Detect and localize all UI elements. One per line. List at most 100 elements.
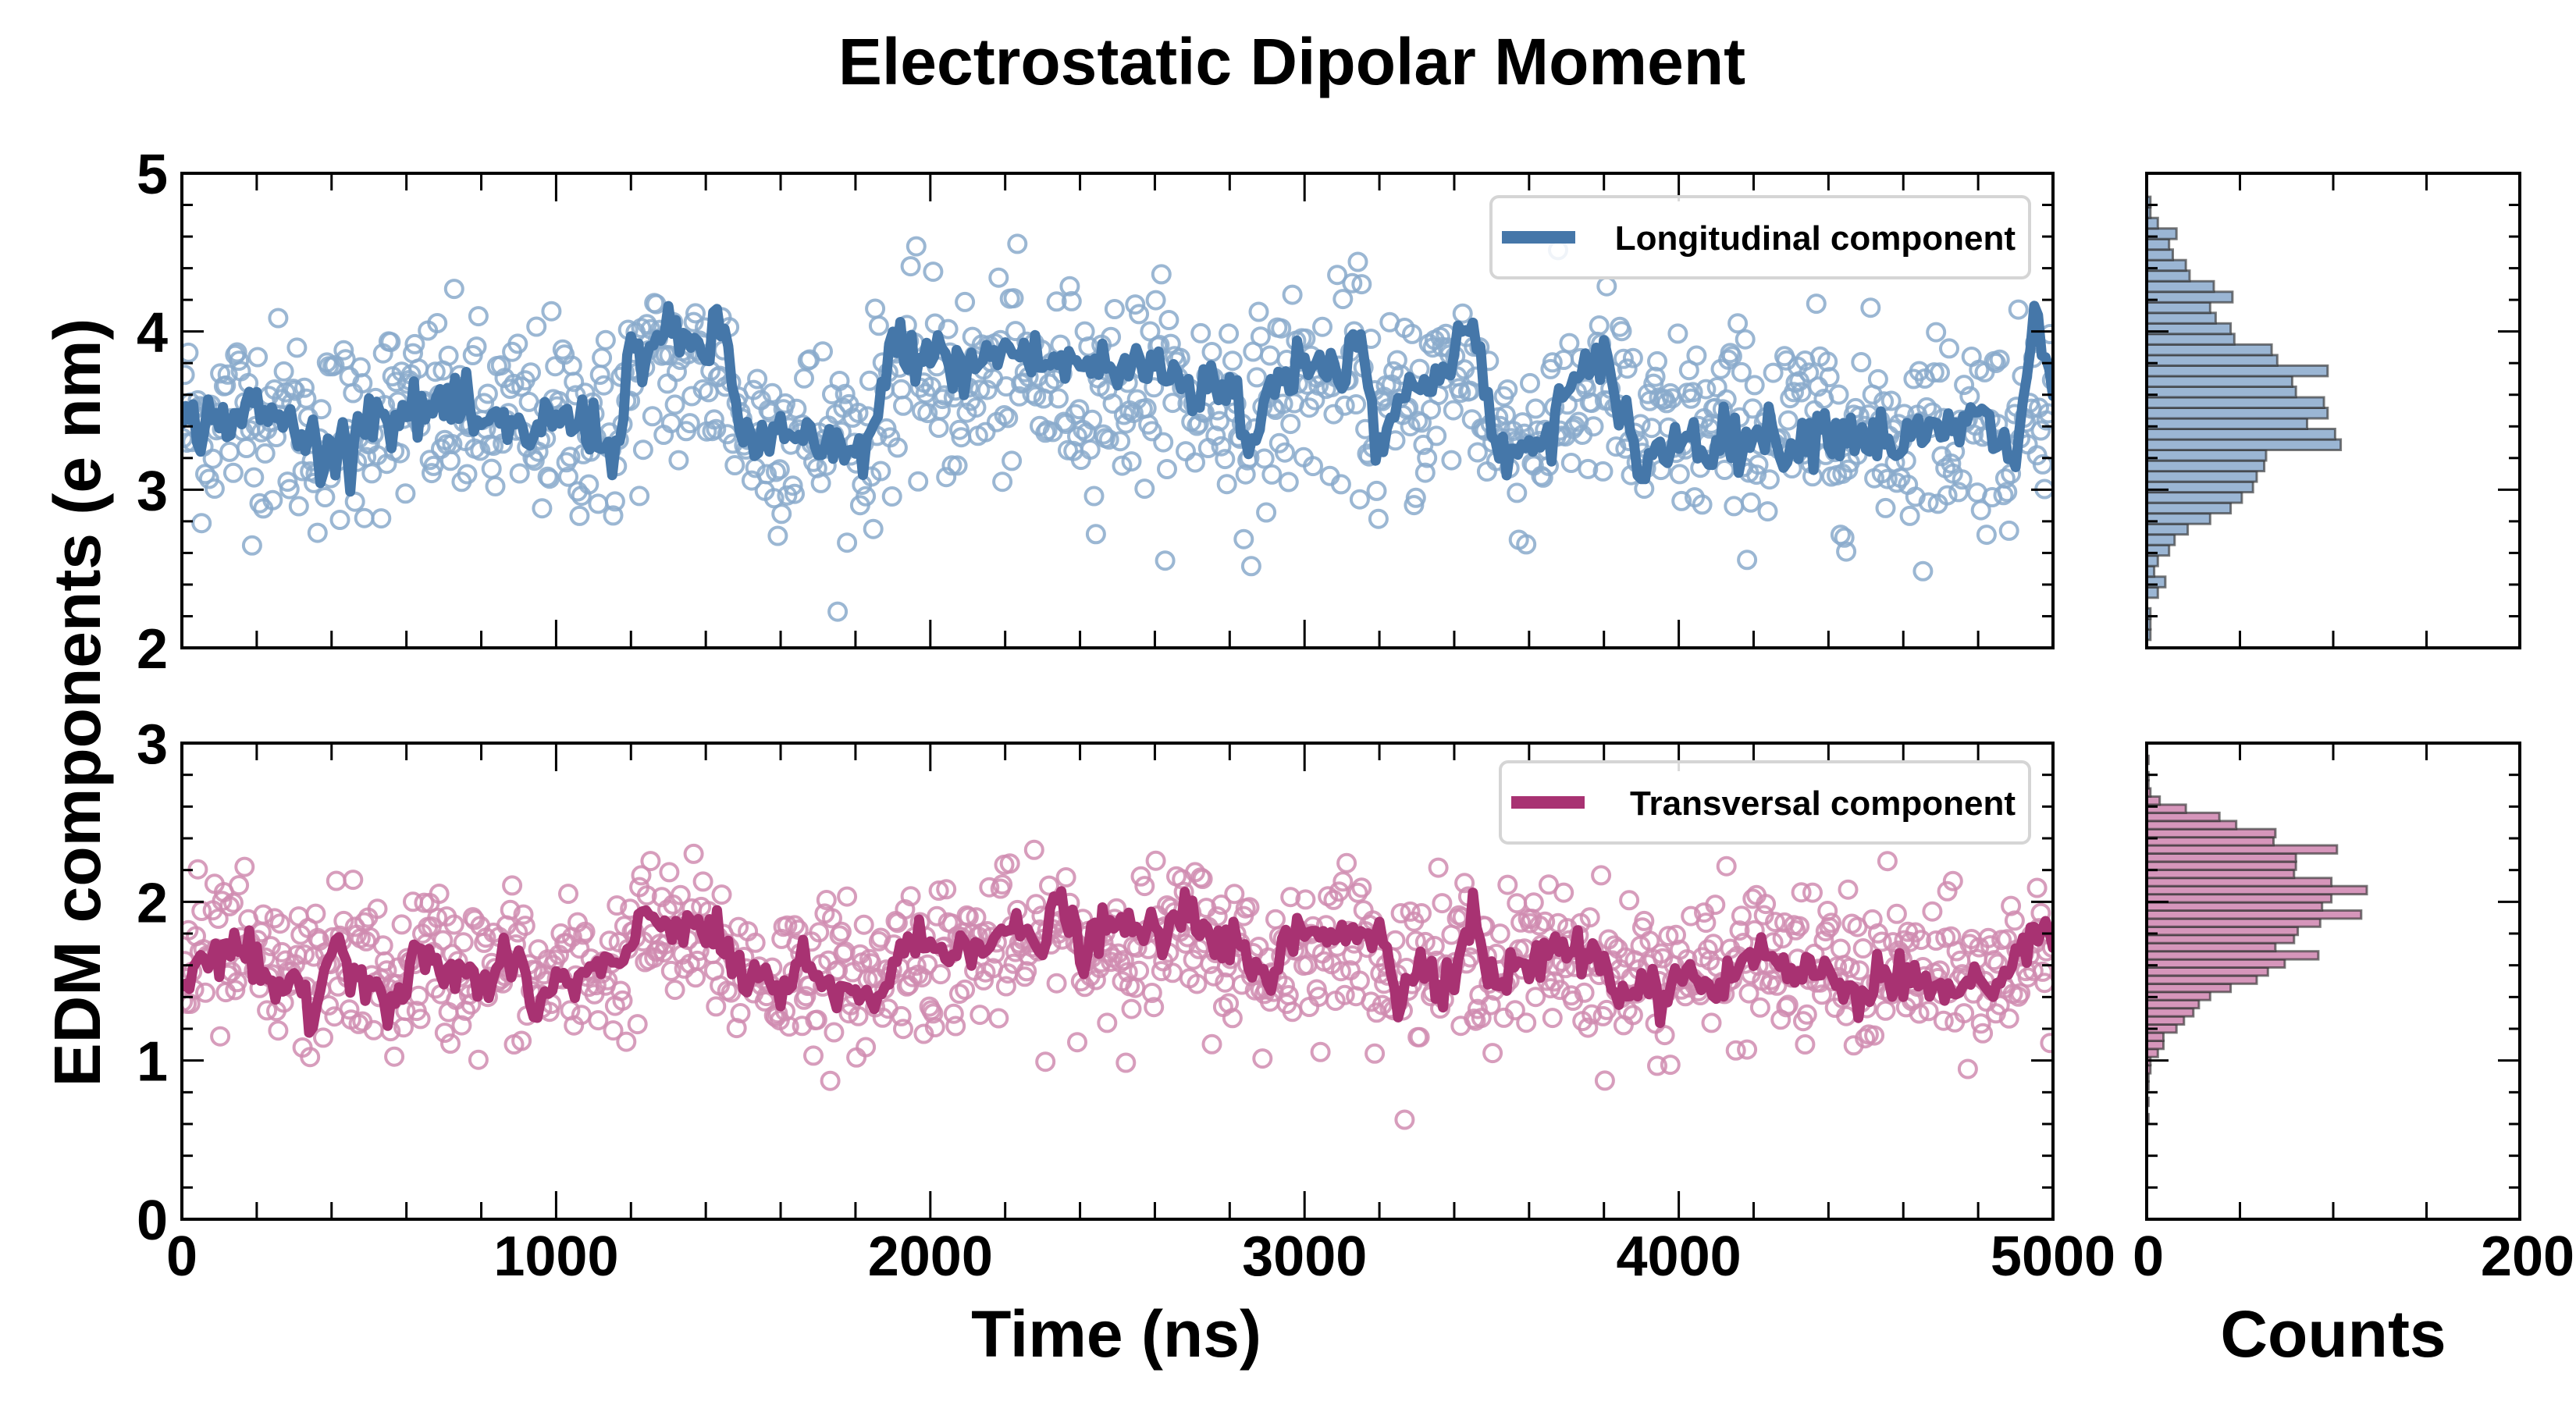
scatter-point [1695,379,1717,400]
scatter-point [870,461,891,482]
scatter-point [1211,895,1232,915]
histogram-bar [2145,237,2171,251]
scatter-point [1347,251,1368,272]
scatter-point [1450,382,1471,404]
scatter-point [485,476,506,496]
scatter-point [1115,1052,1137,1073]
scatter-point [502,875,523,896]
scatter-point [876,418,897,439]
scatter-point [1578,1017,1599,1038]
scatter-point [2032,961,2053,982]
scatter-point [1922,901,1943,922]
scatter-point [427,907,448,928]
scatter-point [236,438,257,458]
scatter-point [244,467,265,488]
scatter-point [1970,1013,1991,1034]
scatter-point [881,486,902,507]
scatter-point [1368,508,1389,529]
scatter-point [1512,412,1533,433]
scatter-point [1224,884,1245,905]
scatter-point [1973,1023,1994,1044]
scatter-point [1583,416,1604,437]
top-main-panel: 2 3 4 5 Longitudinal component [137,144,2055,681]
scatter-point [1589,315,1610,336]
scatter-point [217,364,238,385]
scatter-point [1918,1001,1939,1022]
scatter-point [977,379,998,400]
scatter-point [477,383,498,404]
scatter-point [2040,1033,2053,1054]
x-tick-label: 1000 [493,1225,618,1288]
scatter-point [481,458,502,479]
histogram-bar [2145,836,2275,847]
scatter-point [564,372,585,393]
scatter-point [2023,960,2044,981]
scatter-point [1737,1039,1758,1060]
scatter-point [1615,947,1636,968]
scatter-point [1303,456,1323,477]
scatter-point [1957,1058,1978,1080]
scatter-point [509,463,530,484]
y-tick-label: 1 [137,1031,168,1094]
scatter-point [1003,288,1024,309]
scatter-point [457,464,478,485]
scatter-point [1516,534,1537,555]
scatter-point [1364,1043,1386,1064]
scatter-point [1497,874,1518,895]
scatter-point [1756,894,1777,915]
scatter-point [928,418,949,438]
scatter-point [1351,274,1372,295]
scatter-point [1596,999,1617,1020]
histogram-bar [2145,522,2190,536]
scatter-point [354,507,375,528]
histogram-bar [2145,407,2329,420]
histogram-bar [2145,354,2279,367]
scatter-point [975,422,996,443]
scatter-point [1497,379,1518,400]
scatter-point [631,865,652,886]
scatter-point [1366,480,1387,501]
x-tick-label: 4000 [1617,1225,1742,1288]
scatter-point [1553,350,1574,370]
scatter-point [247,347,269,368]
scatter-point [1209,411,1230,432]
scatter-point [1336,852,1357,873]
scatter-point [333,910,354,931]
scatter-point [532,498,553,519]
scatter-point [219,896,240,916]
scatter-point [1596,276,1617,297]
scatter-point [988,1008,1009,1029]
scatter-point [999,853,1020,874]
scatter-point [361,463,382,484]
scatter-point [1520,372,1540,393]
scatter-point [1667,323,1688,344]
scatter-point [575,921,596,942]
scatter-point [1746,464,1767,486]
scatter-point [1104,299,1125,319]
scatter-point [309,930,330,951]
scatter-point [578,474,600,495]
scatter-point [1121,451,1142,472]
scatter-point [1939,338,1959,359]
scatter-point [1280,887,1301,908]
scatter-point [1834,527,1855,548]
scatter-point [1976,525,1997,546]
scatter-point [511,1030,532,1051]
scatter-point [1550,980,1571,1001]
scatter-point [395,483,416,504]
scatter-point [288,906,309,927]
scatter-point [1852,938,1873,959]
histogram-bar [2145,852,2297,863]
scatter-point [537,949,558,970]
scatter-point [1641,418,1662,439]
scatter-point [842,407,863,428]
scatter-point [182,365,195,386]
scatter-point [1848,960,1870,981]
scatter-point [1926,322,1947,343]
top-histogram-panel [2145,172,2521,649]
histogram-bar [2145,811,2221,823]
scatter-point [464,909,486,930]
running-mean-line [182,886,2053,1038]
scatter-point [1411,903,1432,923]
scatter-point [1617,358,1638,379]
